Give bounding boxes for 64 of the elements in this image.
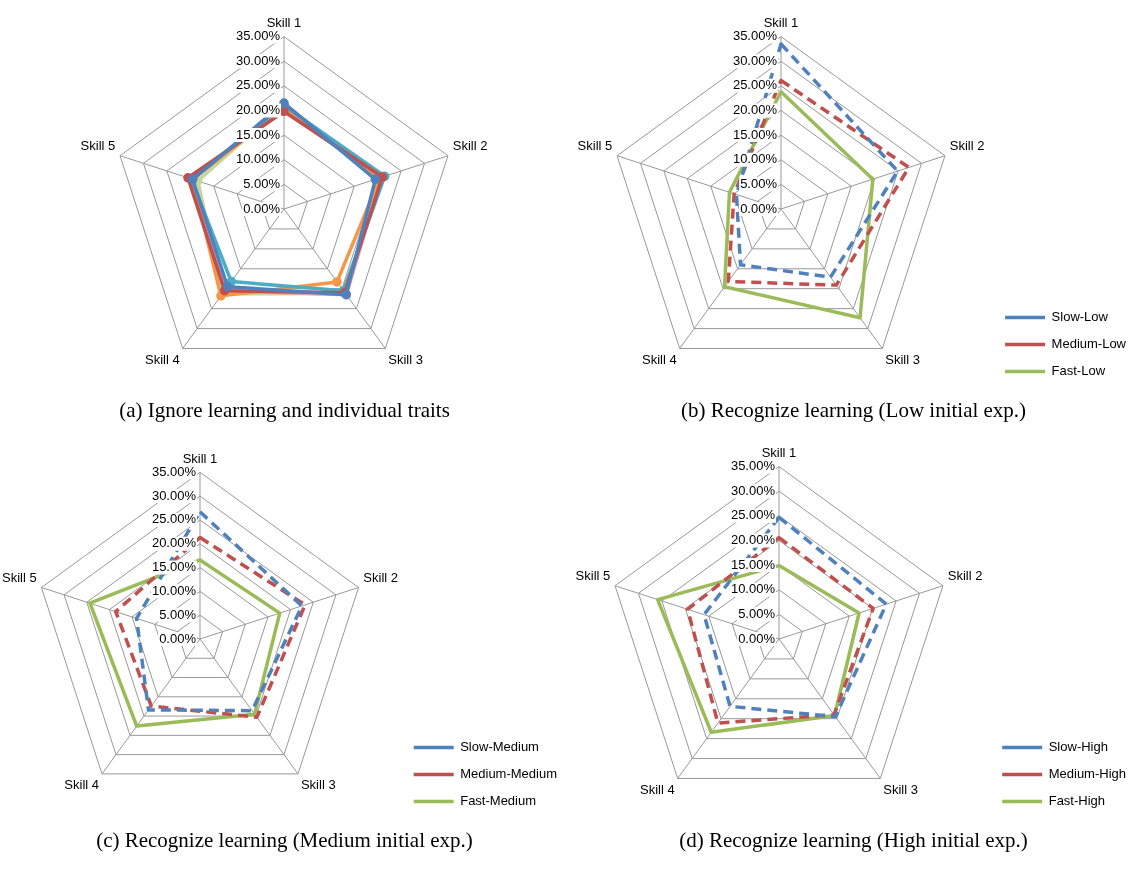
y-tick-label: 35.00%: [151, 463, 197, 479]
y-tick-label: 15.00%: [151, 559, 197, 575]
spoke-label: Skill 2: [452, 137, 488, 153]
y-tick-label: 10.00%: [235, 151, 281, 167]
y-tick-label: 25.00%: [151, 511, 197, 527]
y-tick-label: 25.00%: [730, 507, 776, 523]
y-tick-label: 10.00%: [732, 151, 778, 167]
y-tick-label: 35.00%: [732, 28, 778, 44]
y-tick-label: 25.00%: [235, 77, 281, 93]
y-tick-label: 20.00%: [151, 535, 197, 551]
y-tick-label: 20.00%: [732, 102, 778, 118]
spoke-label: Skill 3: [300, 777, 336, 793]
y-tick-label: 15.00%: [235, 126, 281, 142]
y-tick-label: 25.00%: [732, 77, 778, 93]
spoke-label: Skill 5: [577, 137, 613, 153]
spoke-label: Skill 4: [640, 781, 675, 797]
spoke-label: Skill 4: [145, 351, 180, 367]
y-tick-label: 0.00%: [159, 630, 197, 646]
legend-label: Medium-High: [1048, 766, 1127, 782]
y-tick-label: 30.00%: [235, 52, 281, 68]
y-tick-label: 5.00%: [738, 605, 776, 621]
y-tick-label: 0.00%: [243, 200, 281, 216]
text: (b) Recognize learning (Low initial exp.): [679, 397, 1028, 424]
y-tick-label: 20.00%: [730, 532, 776, 548]
legend-label: Fast-Medium: [460, 793, 537, 809]
spoke-label: Skill 2: [949, 137, 985, 153]
y-tick-label: 10.00%: [151, 582, 197, 598]
spoke-label: Skill 3: [388, 351, 423, 367]
y-tick-label: 35.00%: [730, 458, 776, 474]
text: (a) Ignore learning and individual traits: [118, 397, 451, 424]
spoke-label: Skill 1: [266, 15, 302, 31]
spoke-label: Skill 4: [642, 351, 677, 367]
y-tick-label: 30.00%: [732, 52, 778, 68]
y-tick-label: 0.00%: [738, 630, 776, 646]
spoke-label: Skill 2: [363, 569, 399, 585]
legend-label: Medium-Medium: [460, 766, 558, 782]
text: (c) Recognize learning (Medium initial exp.): [95, 827, 474, 854]
text: (d) Recognize learning (High initial exp.): [678, 827, 1029, 854]
y-tick-label: 5.00%: [243, 175, 281, 191]
spoke-label: Skill 2: [947, 567, 983, 583]
legend-label: Fast-Low: [1051, 363, 1106, 379]
y-tick-label: 30.00%: [730, 482, 776, 498]
y-tick-label: 15.00%: [732, 126, 778, 142]
spoke-label: Skill 1: [763, 15, 799, 31]
spoke-label: Skill 3: [883, 781, 918, 797]
y-tick-label: 30.00%: [151, 487, 197, 503]
y-tick-label: 5.00%: [740, 175, 778, 191]
y-tick-label: 5.00%: [159, 606, 197, 622]
spoke-label: Skill 5: [80, 137, 116, 153]
spoke-label: Skill 1: [761, 445, 797, 461]
y-tick-label: 35.00%: [235, 28, 281, 44]
y-tick-label: 0.00%: [740, 200, 778, 216]
legend-label: Fast-High: [1048, 793, 1106, 809]
spoke-label: Skill 5: [1, 569, 37, 585]
spoke-label: Skill 3: [885, 351, 920, 367]
legend-label: Slow-High: [1048, 739, 1108, 755]
spoke-label: Skill 5: [575, 567, 611, 583]
spoke-label: Skill 4: [64, 777, 100, 793]
y-tick-label: 20.00%: [235, 102, 281, 118]
legend-label: Slow-Low: [1051, 309, 1109, 325]
y-tick-label: 15.00%: [730, 556, 776, 572]
y-tick-label: 10.00%: [730, 581, 776, 597]
legend-label: Slow-Medium: [460, 739, 539, 755]
legend-label: Medium-Low: [1051, 336, 1127, 352]
